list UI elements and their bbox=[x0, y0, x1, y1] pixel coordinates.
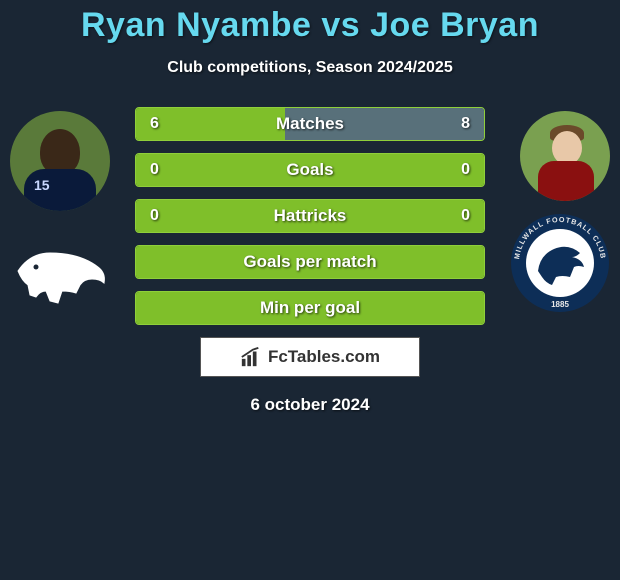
stat-label: Matches bbox=[276, 114, 344, 134]
stat-label: Min per goal bbox=[260, 298, 360, 318]
stat-value-right: 0 bbox=[461, 161, 470, 179]
stat-label: Goals bbox=[286, 160, 333, 180]
lion-badge-icon: MILLWALL FOOTBALL CLUB 1885 bbox=[510, 213, 610, 313]
page-title: Ryan Nyambe vs Joe Bryan bbox=[0, 0, 620, 45]
stat-row-gpm: Goals per match bbox=[135, 245, 485, 279]
page-subtitle: Club competitions, Season 2024/2025 bbox=[0, 59, 620, 77]
stat-value-left: 0 bbox=[150, 207, 159, 225]
stat-row-matches: Matches 6 8 bbox=[135, 107, 485, 141]
stat-label: Goals per match bbox=[243, 252, 376, 272]
date-text: 6 october 2024 bbox=[0, 395, 620, 415]
stat-value-right: 8 bbox=[461, 115, 470, 133]
player-right-avatar bbox=[520, 111, 610, 201]
stat-value-right: 0 bbox=[461, 207, 470, 225]
club-left-crest bbox=[10, 231, 110, 331]
stat-row-goals: Goals 0 0 bbox=[135, 153, 485, 187]
chart-icon bbox=[240, 346, 262, 368]
ram-icon bbox=[10, 231, 110, 331]
brand-text: FcTables.com bbox=[268, 347, 380, 367]
stat-row-hattricks: Hattricks 0 0 bbox=[135, 199, 485, 233]
stat-label: Hattricks bbox=[274, 206, 347, 226]
player-left-shirt-number: 15 bbox=[34, 177, 50, 193]
stat-value-left: 0 bbox=[150, 161, 159, 179]
stat-value-left: 6 bbox=[150, 115, 159, 133]
club-right-crest: MILLWALL FOOTBALL CLUB 1885 bbox=[510, 213, 610, 313]
stats-list: Matches 6 8 Goals 0 0 Hattricks 0 0 Goals per mat… bbox=[135, 107, 485, 325]
comparison-panel: 15 MILLWALL FOOTBALL CLUB 1885 Matches 6 8… bbox=[0, 107, 620, 415]
player-left-avatar: 15 bbox=[10, 111, 110, 211]
svg-text:1885: 1885 bbox=[551, 300, 569, 309]
brand-badge: FcTables.com bbox=[200, 337, 420, 377]
stat-row-mpg: Min per goal bbox=[135, 291, 485, 325]
